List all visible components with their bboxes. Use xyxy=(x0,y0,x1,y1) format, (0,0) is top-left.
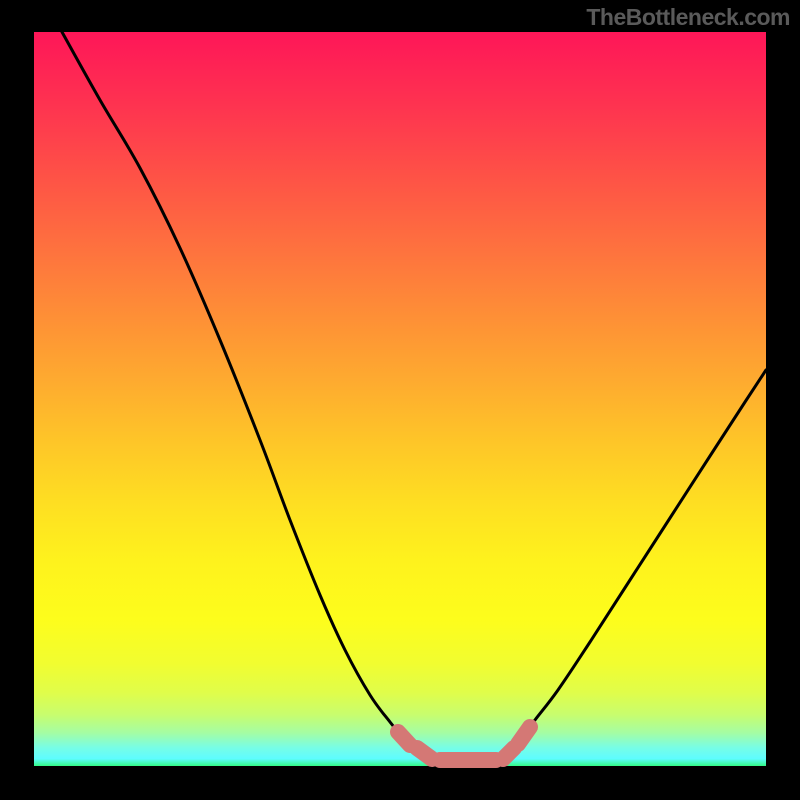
chart-container: TheBottleneck.com xyxy=(0,0,800,800)
attribution-text: TheBottleneck.com xyxy=(586,4,790,31)
chart-svg xyxy=(0,0,800,800)
